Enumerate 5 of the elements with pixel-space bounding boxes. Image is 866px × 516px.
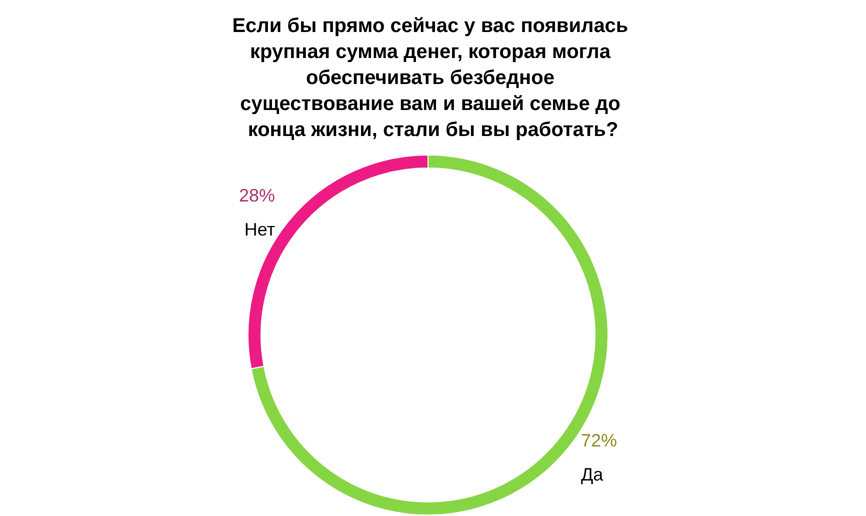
data-label: 72% (580, 430, 617, 450)
data-label: 28% (239, 186, 276, 206)
slice-label: Нет (244, 220, 276, 240)
chart-title: Если бы прямо сейчас у вас появилась крупная сумма денег, которая могла обеспечивать безбедное существование вам и вашей семье до конца жизни, стали бы вы работать? (232, 15, 634, 141)
slice-label: Да (580, 464, 604, 484)
